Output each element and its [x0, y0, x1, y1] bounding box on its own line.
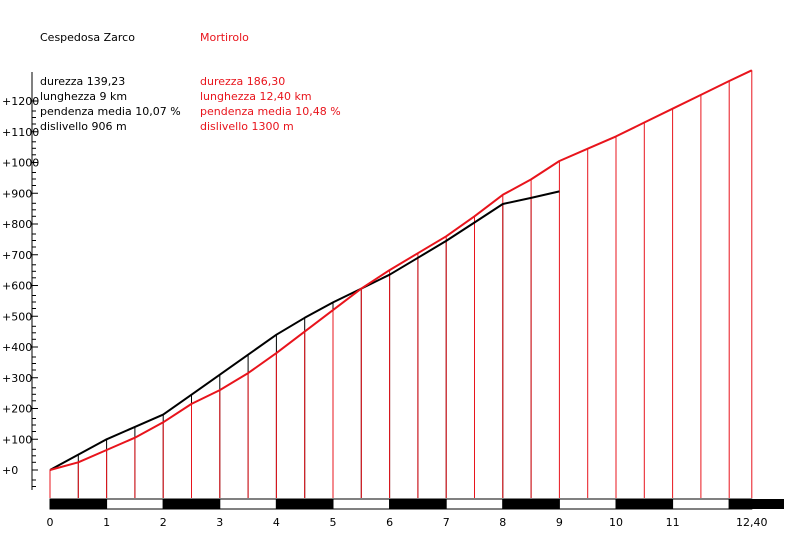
y-tick-label: +700	[2, 249, 32, 262]
stat-dislivello: dislivello 1300 m	[200, 120, 294, 133]
x-axis: 0 1 2 3 4 5 6 7 8 9 10 11 12,40	[47, 516, 768, 529]
km-bar-end	[751, 499, 784, 509]
y-tick-label: +1200	[2, 95, 39, 108]
y-tick-label: +500	[2, 310, 32, 323]
km-bar-segment	[106, 498, 164, 510]
x-tick-label: 0	[47, 516, 54, 529]
x-tick-label: 1	[103, 516, 110, 529]
km-bar-segment	[275, 498, 334, 510]
x-tick-label: 2	[160, 516, 167, 529]
km-bar-segment	[332, 498, 391, 510]
series-line-cespedosa	[49, 190, 560, 471]
y-tick-label: +100	[2, 433, 32, 446]
km-bar-segment	[162, 498, 221, 510]
segment-drop-lines	[49, 70, 753, 498]
y-tick-label: +1100	[2, 126, 39, 139]
x-tick-label: 7	[443, 516, 450, 529]
x-tick-label: 11	[666, 516, 680, 529]
stat-lunghezza: lunghezza 12,40 km	[200, 90, 312, 103]
stat-pendenza: pendenza media 10,48 %	[200, 105, 341, 118]
series-lines	[49, 69, 753, 471]
y-tick-label: +400	[2, 341, 32, 354]
y-axis: +0 +100 +200 +300 +400 +500 +600 +700 +800 +900 +1…	[2, 72, 39, 490]
km-bar-segment	[672, 498, 730, 510]
y-tick-label: +200	[2, 403, 32, 416]
km-bar-segment	[219, 498, 277, 510]
y-tick-label: +1000	[2, 157, 39, 170]
x-tick-label: 6	[386, 516, 393, 529]
km-bar-segment	[389, 498, 447, 510]
y-tick-label: +800	[2, 218, 32, 231]
stat-pendenza: pendenza media 10,07 %	[40, 105, 181, 118]
x-tick-label: 10	[609, 516, 623, 529]
stat-durezza: durezza 139,23	[40, 75, 126, 88]
x-tick-label: 8	[499, 516, 506, 529]
stats-cespedosa: durezza 139,23 lunghezza 9 km pendenza m…	[40, 74, 181, 134]
km-bar	[49, 498, 784, 510]
stats-mortirolo: durezza 186,30 lunghezza 12,40 km penden…	[200, 74, 341, 134]
series-name-mortirolo: Mortirolo	[200, 31, 249, 44]
x-tick-label: 4	[273, 516, 280, 529]
stat-durezza: durezza 186,30	[200, 75, 286, 88]
x-tick-label: 3	[216, 516, 223, 529]
x-tick-label: 12,40	[736, 516, 768, 529]
y-tick-label: +600	[2, 280, 32, 293]
y-tick-label: +900	[2, 187, 32, 200]
y-tick-label: +300	[2, 372, 32, 385]
km-bar-segment	[728, 498, 753, 510]
km-bar-segment	[558, 498, 617, 510]
series-name-cespedosa: Cespedosa Zarco	[40, 31, 135, 44]
x-tick-label: 5	[330, 516, 337, 529]
stat-dislivello: dislivello 906 m	[40, 120, 127, 133]
series-line-mortirolo	[49, 69, 753, 471]
x-tick-label: 9	[556, 516, 563, 529]
y-tick-label: +0	[2, 464, 18, 477]
stat-lunghezza: lunghezza 9 km	[40, 90, 128, 103]
km-bar-segment	[502, 498, 560, 510]
km-bar-segment	[49, 498, 108, 510]
km-bar-segment	[615, 498, 674, 510]
km-bar-segment	[445, 498, 504, 510]
